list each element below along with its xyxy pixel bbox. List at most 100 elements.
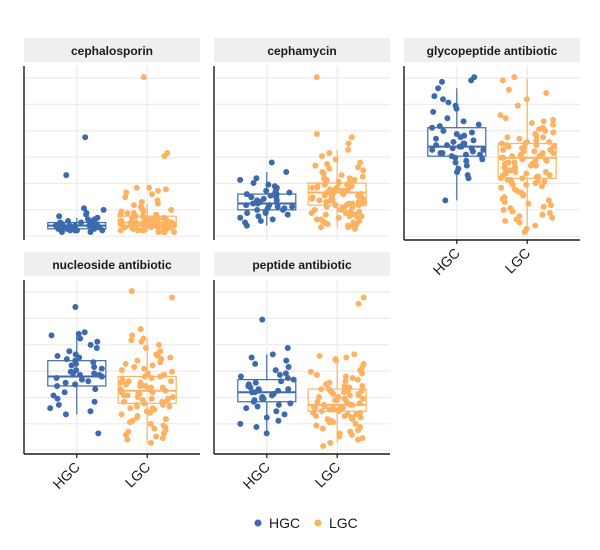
- data-point: [254, 200, 261, 207]
- data-point: [140, 227, 147, 234]
- data-point: [151, 406, 158, 413]
- data-point: [252, 360, 259, 367]
- data-point: [134, 403, 141, 410]
- data-point: [324, 221, 331, 228]
- data-point: [444, 115, 451, 122]
- data-point: [316, 352, 323, 359]
- data-point: [248, 194, 255, 201]
- x-tick-label: LGC: [122, 459, 154, 491]
- data-point: [54, 382, 61, 389]
- data-point: [138, 221, 145, 228]
- data-point: [263, 430, 270, 437]
- data-point: [147, 439, 154, 446]
- data-point: [56, 213, 63, 220]
- data-point: [166, 219, 173, 226]
- data-point: [453, 105, 460, 112]
- data-point: [546, 138, 553, 145]
- data-point: [317, 224, 324, 231]
- data-point: [532, 162, 539, 169]
- data-point: [321, 192, 328, 199]
- data-point: [326, 406, 333, 413]
- data-point: [250, 398, 257, 405]
- data-point: [169, 368, 176, 375]
- data-point: [274, 203, 281, 210]
- data-point: [123, 189, 130, 196]
- data-point: [469, 148, 476, 155]
- facet-label: glycopeptide antibiotic: [427, 44, 558, 58]
- data-point: [157, 373, 164, 380]
- data-point: [355, 202, 362, 209]
- data-point: [314, 398, 321, 405]
- data-point: [269, 351, 276, 358]
- data-point: [95, 430, 102, 437]
- data-point: [94, 338, 101, 345]
- data-point: [87, 341, 94, 348]
- data-point: [290, 376, 297, 383]
- data-point: [345, 224, 352, 231]
- data-point: [335, 180, 342, 187]
- data-point: [78, 219, 85, 226]
- data-point: [512, 168, 519, 175]
- data-point: [547, 202, 554, 209]
- data-point: [500, 206, 507, 213]
- x-axis: HGC LGC: [214, 453, 390, 492]
- data-point: [450, 138, 457, 145]
- data-point: [243, 202, 250, 209]
- data-point: [437, 150, 444, 156]
- data-point: [498, 140, 505, 147]
- data-point: [540, 203, 547, 210]
- data-point: [167, 354, 174, 361]
- data-point: [157, 348, 164, 355]
- data-point: [345, 146, 352, 153]
- data-point: [117, 379, 124, 386]
- data-point: [509, 208, 516, 215]
- data-point: [140, 208, 147, 215]
- data-point: [546, 172, 553, 179]
- data-point: [539, 211, 546, 218]
- data-point: [287, 400, 294, 407]
- data-point: [99, 227, 106, 234]
- data-point: [346, 213, 353, 220]
- data-point: [53, 375, 60, 382]
- data-point: [138, 338, 145, 345]
- data-point: [146, 184, 153, 191]
- data-point: [335, 408, 342, 415]
- data-point: [80, 205, 87, 212]
- data-point: [429, 124, 436, 131]
- data-point: [134, 227, 141, 234]
- data-point: [273, 408, 280, 415]
- facet-strip: [24, 38, 200, 62]
- data-point: [155, 187, 162, 194]
- data-point: [532, 180, 539, 187]
- data-point: [124, 210, 131, 217]
- data-point: [166, 403, 173, 410]
- data-point: [354, 376, 361, 383]
- data-point: [349, 375, 356, 382]
- data-point: [502, 115, 509, 122]
- data-point: [55, 401, 62, 408]
- data-point: [525, 200, 532, 207]
- data-point: [138, 198, 145, 205]
- data-point: [237, 420, 244, 427]
- data-point: [311, 405, 318, 412]
- data-point: [72, 227, 79, 234]
- data-point: [142, 345, 149, 352]
- data-point: [353, 411, 360, 418]
- data-point: [282, 370, 289, 377]
- data-point: [349, 203, 356, 210]
- data-point: [47, 405, 54, 412]
- data-point: [149, 191, 156, 198]
- data-point: [321, 181, 328, 188]
- data-point: [333, 397, 340, 404]
- data-point: [360, 167, 367, 174]
- data-point: [133, 184, 140, 191]
- data-point: [268, 159, 275, 166]
- data-point: [269, 216, 276, 223]
- data-point: [449, 145, 456, 152]
- data-point: [284, 211, 291, 218]
- data-point: [278, 378, 285, 385]
- data-point: [436, 123, 443, 130]
- data-point: [352, 225, 359, 232]
- data-point: [505, 86, 512, 93]
- data-point: [316, 394, 323, 401]
